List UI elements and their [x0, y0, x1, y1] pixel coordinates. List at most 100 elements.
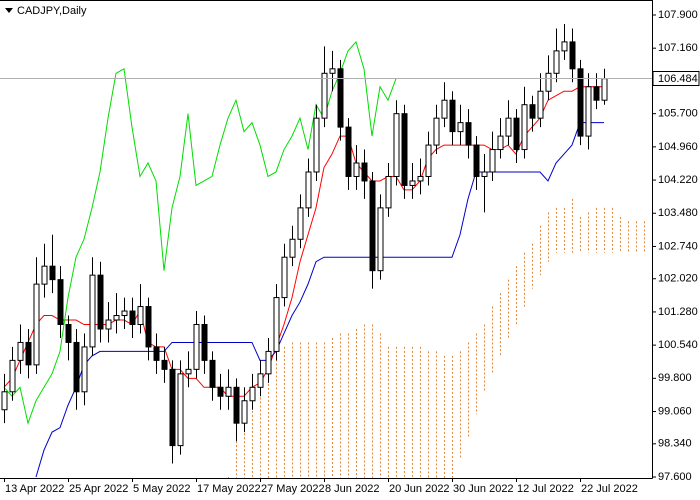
y-tick-label: 99.060: [658, 405, 692, 417]
candle-body: [265, 350, 272, 375]
candle-body: [553, 50, 560, 74]
candle-body: [137, 306, 144, 325]
candle-body: [1, 391, 8, 411]
candle-body: [545, 72, 552, 92]
candle-body: [481, 171, 488, 177]
y-tick-label: 99.800: [658, 372, 692, 384]
candle-body: [9, 359, 16, 393]
candle-body: [601, 78, 608, 101]
candle-body: [577, 68, 584, 137]
candle-body: [89, 274, 96, 348]
candle-body: [305, 171, 312, 209]
candle-body: [321, 72, 328, 119]
candle-body: [401, 113, 408, 186]
candle-body: [25, 341, 32, 366]
candle-body: [345, 126, 352, 177]
candle-body: [281, 256, 288, 299]
candle-body: [113, 315, 120, 321]
y-tick-label: 107.900: [658, 9, 698, 21]
candle-body: [177, 373, 184, 447]
candle-body: [169, 368, 176, 447]
x-tick-label: 30 Jun 2022: [453, 483, 514, 495]
candle-body: [41, 265, 48, 285]
candle-body: [121, 310, 128, 317]
y-tick-label: 101.280: [658, 306, 698, 318]
candle-body: [225, 386, 232, 397]
candle-body: [449, 99, 456, 133]
candle-body: [273, 297, 280, 352]
candle-body: [129, 310, 136, 325]
candle-body: [441, 99, 448, 119]
candle-body: [569, 41, 576, 70]
y-tick-label: 97.600: [658, 471, 692, 483]
last-price-label: 106.484: [658, 73, 698, 85]
candle-body: [385, 175, 392, 209]
candle-body: [393, 113, 400, 177]
y-tick-label: 107.160: [658, 42, 698, 54]
candle-body: [217, 386, 224, 397]
y-tick-label: 102.740: [658, 240, 698, 252]
y-tick-label: 102.020: [658, 273, 698, 285]
x-tick-label: 12 Jul 2022: [517, 483, 574, 495]
candle-body: [81, 346, 88, 393]
candle-body: [65, 323, 72, 343]
candle-body: [209, 359, 216, 388]
x-tick-label: 8 Jun 2022: [325, 483, 379, 495]
candle-body: [33, 283, 40, 366]
candle-body: [433, 117, 440, 146]
candle-body: [185, 368, 192, 375]
last-price-box: [652, 71, 700, 87]
candle-body: [457, 122, 464, 133]
candle-body: [585, 86, 592, 137]
candle-body: [241, 400, 248, 424]
y-tick-label: 100.540: [658, 339, 698, 351]
candle-body: [537, 90, 544, 119]
candle-body: [329, 68, 336, 74]
candle-body: [49, 265, 56, 281]
candle-body: [257, 373, 264, 388]
candle-body: [361, 162, 368, 182]
candle-body: [561, 41, 568, 52]
candle-body: [193, 323, 200, 370]
x-tick-label: 22 Jul 2022: [581, 483, 638, 495]
candle-body: [353, 162, 360, 177]
y-tick-label: 104.220: [658, 174, 698, 186]
candle-body: [473, 144, 480, 177]
x-tick-label: 25 Apr 2022: [69, 483, 128, 495]
candle-body: [153, 346, 160, 361]
candle-body: [417, 175, 424, 182]
candle-body: [377, 207, 384, 272]
candle-body: [17, 341, 24, 361]
y-tick-label: 105.700: [658, 108, 698, 120]
indicator-line: [35, 122, 604, 478]
candle-body: [249, 386, 256, 402]
candle-body: [233, 386, 240, 424]
y-tick-label: 98.340: [658, 438, 692, 450]
candle-body: [145, 306, 152, 348]
chart-title: CADJPY,Daily: [17, 5, 87, 17]
x-tick-label: 17 May 2022: [197, 483, 261, 495]
candle-body: [369, 180, 376, 272]
indicator-line: [3, 86, 604, 397]
x-tick-label: 20 Jun 2022: [389, 483, 450, 495]
candle-body: [337, 68, 344, 128]
candle-body: [313, 117, 320, 173]
plot-area: [0, 23, 652, 478]
candle-body: [593, 86, 600, 101]
x-tick-label: 27 May 2022: [261, 483, 325, 495]
candle-body: [73, 341, 80, 393]
candle-body: [489, 149, 496, 173]
candle-body: [201, 323, 208, 361]
candle-body: [505, 117, 512, 137]
x-tick-label: 13 Apr 2022: [5, 483, 64, 495]
indicator-line: [3, 40, 397, 425]
candle-body: [57, 279, 64, 325]
candle-body: [289, 238, 296, 258]
y-tick-label: 103.480: [658, 207, 698, 219]
candle-body: [161, 359, 168, 370]
candle-body: [97, 274, 104, 330]
candle-body: [465, 122, 472, 146]
candle-body: [497, 135, 504, 151]
